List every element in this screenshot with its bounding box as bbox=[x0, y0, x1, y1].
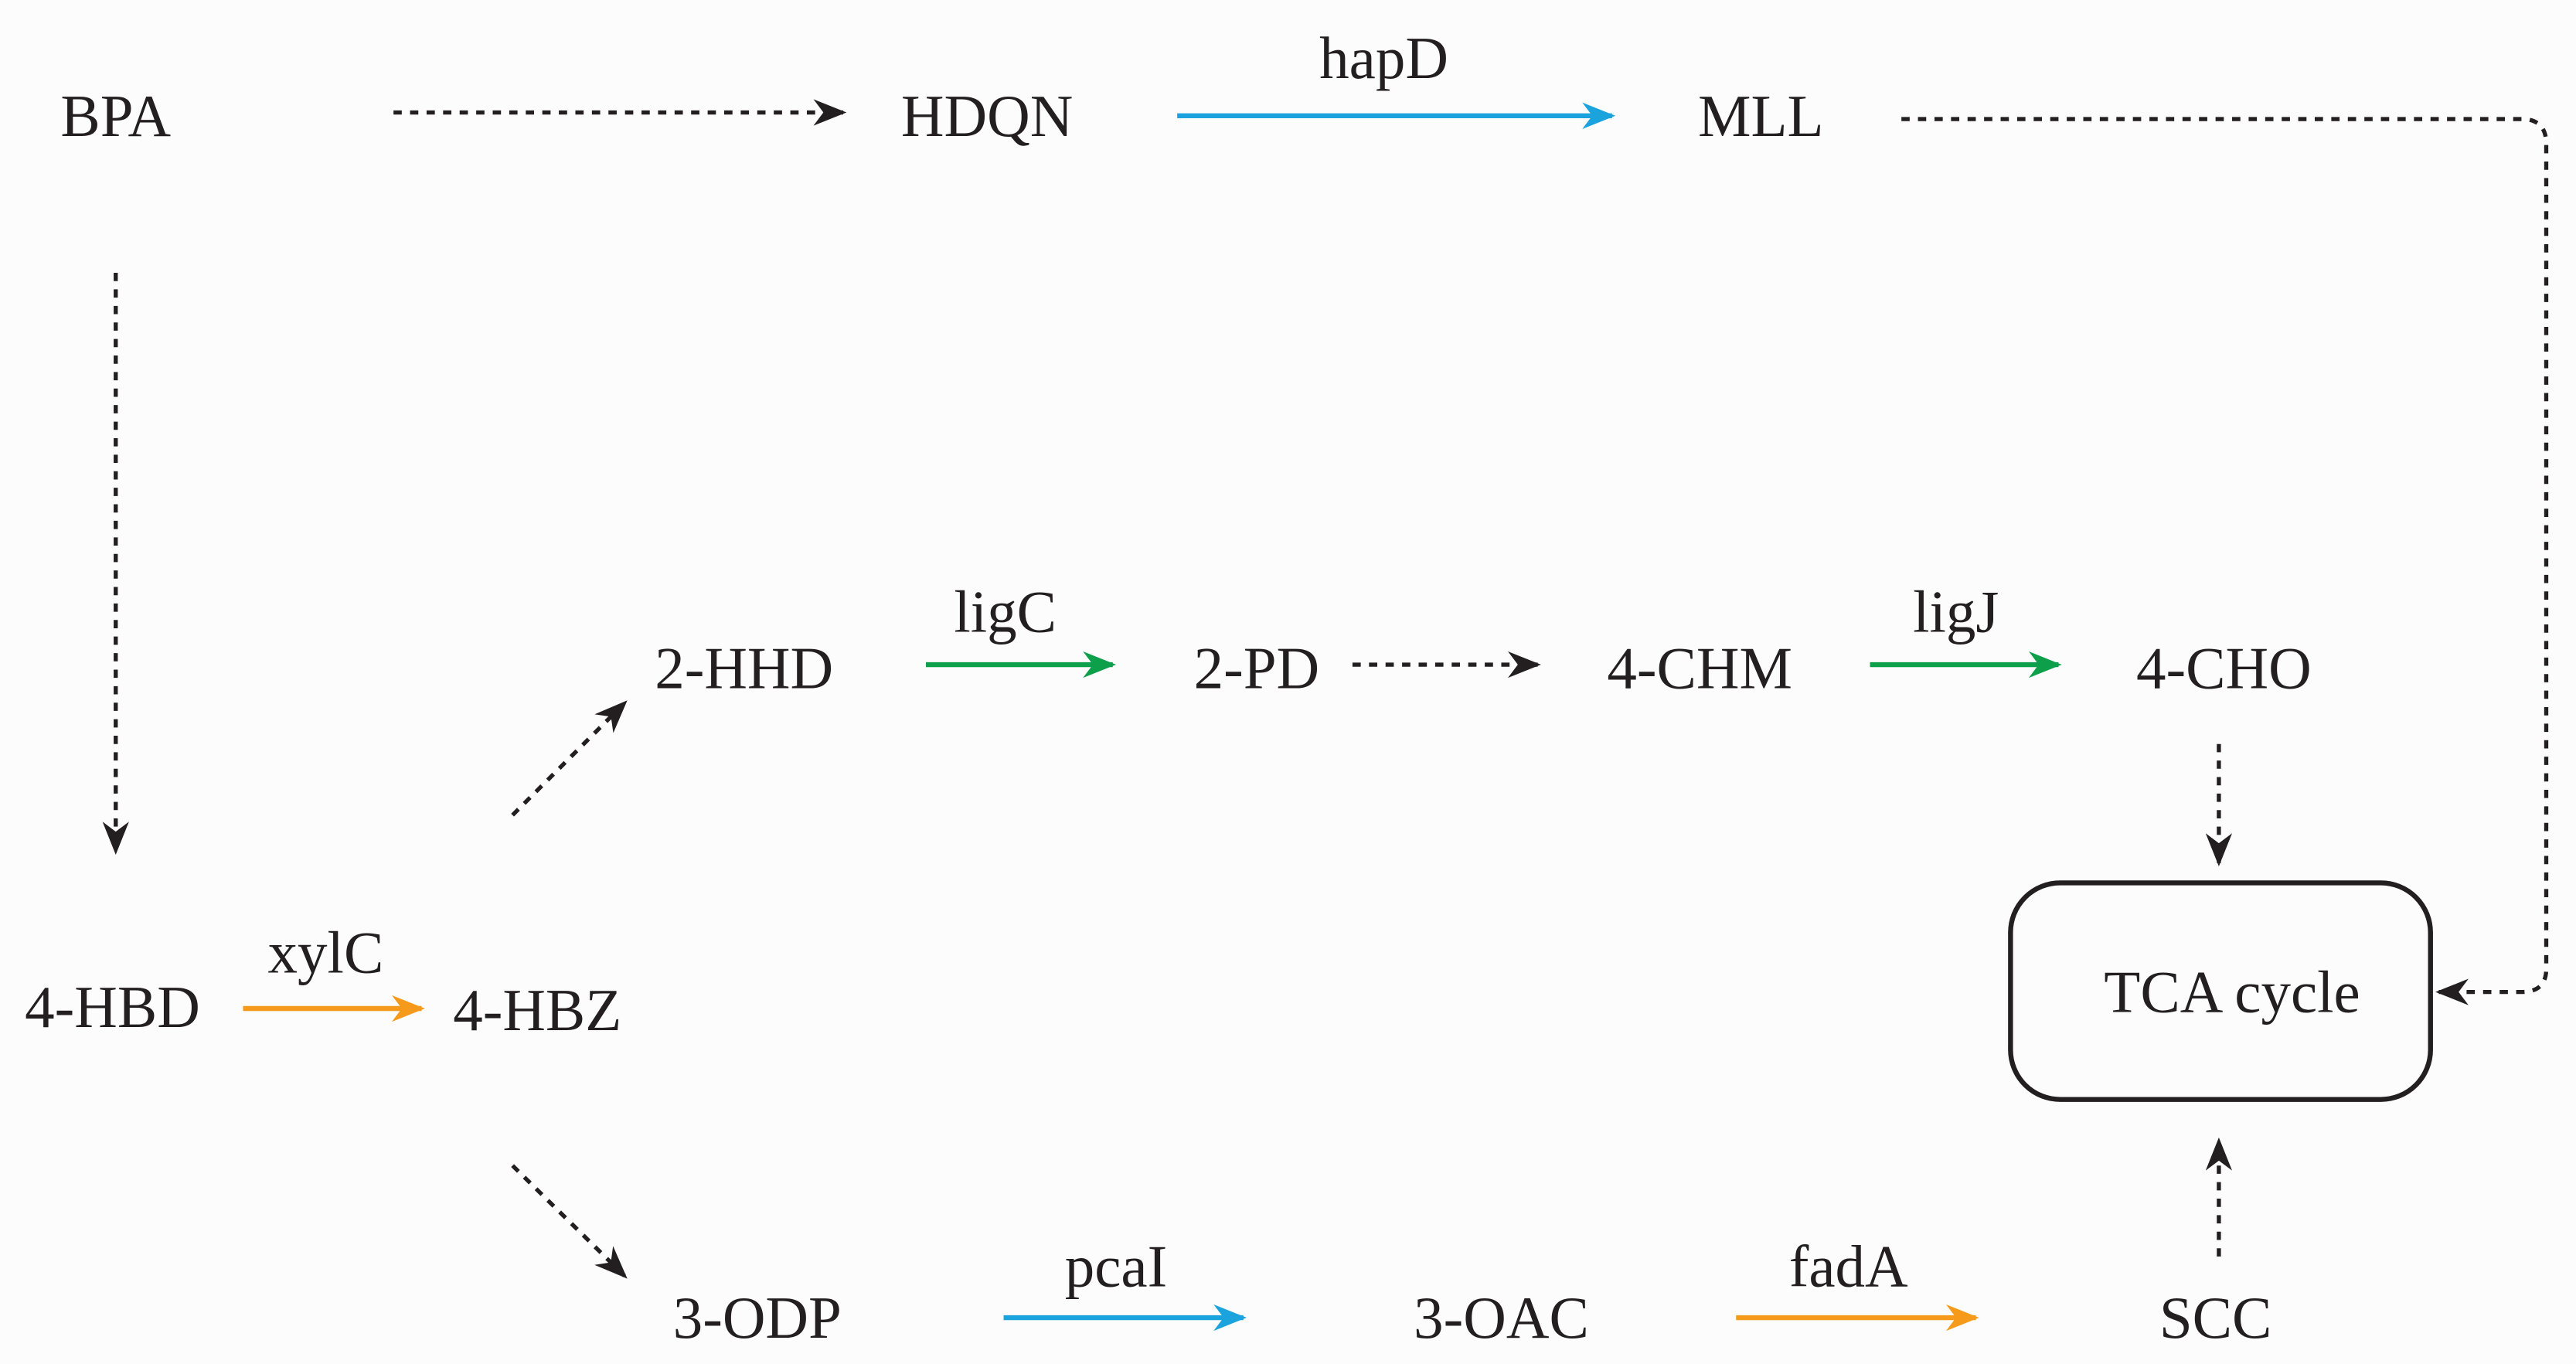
tca-box bbox=[2008, 880, 2433, 1102]
enzymes: hapD ligC ligJ xylC pcaI fadA bbox=[268, 25, 1999, 1300]
node-label: 3-ODP bbox=[673, 1284, 842, 1351]
enzyme-label: pcaI bbox=[1065, 1233, 1168, 1300]
node-label: SCC bbox=[2159, 1284, 2272, 1351]
node-label: 4-CHO bbox=[2136, 634, 2312, 701]
node-label: 4-HBZ bbox=[453, 977, 621, 1043]
arrows bbox=[102, 99, 2549, 1332]
node-label: 4-HBD bbox=[25, 974, 200, 1040]
arrow bbox=[1901, 117, 2549, 1005]
arrow bbox=[511, 700, 628, 817]
arrow bbox=[511, 1164, 628, 1279]
node-label: MLL bbox=[1698, 83, 1824, 149]
enzyme-label: fadA bbox=[1789, 1233, 1908, 1300]
enzyme-label: xylC bbox=[268, 919, 384, 985]
enzyme-label: ligC bbox=[954, 579, 1057, 645]
node-label: TCA cycle bbox=[2104, 959, 2360, 1026]
enzyme-label: hapD bbox=[1319, 25, 1448, 91]
node-label: 2-HHD bbox=[655, 634, 833, 701]
node-label: HDQN bbox=[901, 83, 1073, 149]
enzyme-label: ligJ bbox=[1913, 579, 1999, 645]
nodes: BPA HDQN MLL 2-HHD 2-PD 4-CHM 4-CHO 4-HB… bbox=[25, 83, 2360, 1351]
node-label: 2-PD bbox=[1194, 634, 1320, 701]
node-label: 3-OAC bbox=[1414, 1284, 1589, 1351]
node-label: 4-CHM bbox=[1607, 634, 1792, 701]
node-label: BPA bbox=[60, 83, 171, 149]
